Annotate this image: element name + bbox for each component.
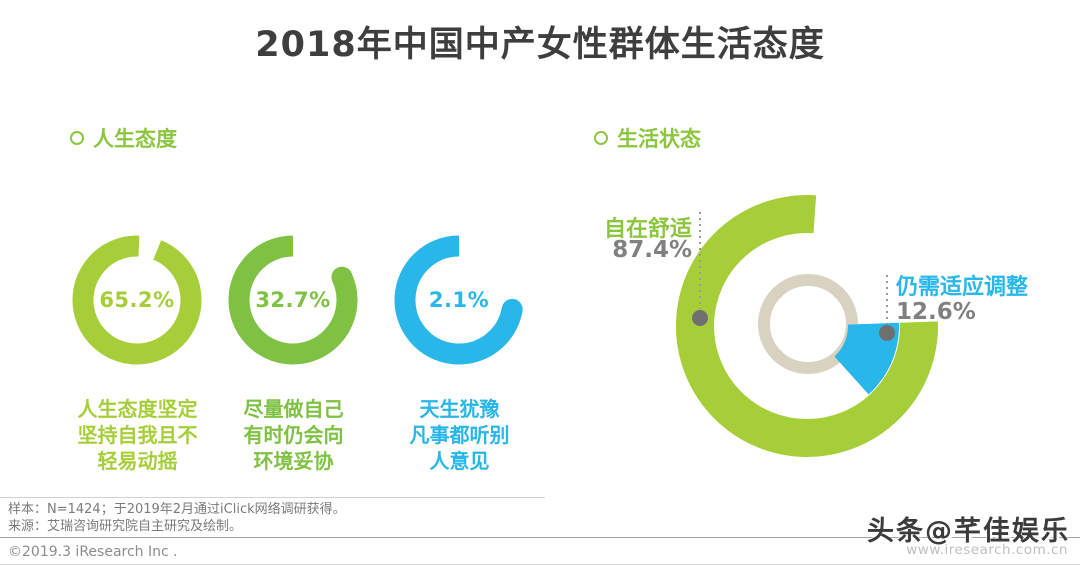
- caption-line: 天生犹豫: [419, 397, 500, 421]
- watermark-text: 头条@芊佳娱乐: [867, 516, 1070, 547]
- donut-caption-firm-attitude: 人生态度坚定 坚持自我且不 轻易动摇: [55, 396, 220, 474]
- footer-divider-line: [0, 537, 1080, 538]
- section-title-life-attitude: 人生态度: [93, 127, 177, 151]
- caption-line: 人生态度坚定: [77, 397, 198, 421]
- sample-note: 样本：N=1424；于2019年2月通过iClick网络调研获得。: [8, 502, 346, 517]
- section-header-life-status: 生活状态: [594, 123, 701, 153]
- donut-caption-compromise: 尽量做自己 有时仍会向 环境妥协: [211, 396, 376, 474]
- circle-bullet-icon: [594, 131, 608, 145]
- caption-line: 凡事都听别: [409, 423, 510, 447]
- footnote-divider-line: [0, 497, 545, 498]
- caption-line: 环境妥协: [253, 449, 334, 473]
- donut-value-compromise: 32.7%: [255, 288, 331, 312]
- source-note: 来源：艾瑞咨询研究院自主研究及绘制。: [8, 519, 243, 534]
- donut-chart-hesitant: [394, 235, 523, 365]
- website-url: www.iresearch.com.cn: [906, 542, 1068, 558]
- copyright-text: ©2019.3 iResearch Inc .: [8, 544, 178, 560]
- circle-bullet-icon: [70, 131, 84, 145]
- caption-line: 有时仍会向: [243, 423, 344, 447]
- caption-line: 坚持自我且不: [77, 423, 198, 447]
- caption-line: 轻易动摇: [97, 449, 178, 473]
- donut-value-hesitant: 2.1%: [428, 288, 490, 312]
- caption-line: 人意见: [429, 449, 490, 473]
- bottom-edge-line: [0, 564, 1080, 565]
- callout-value-comfortable: 87.4%: [612, 237, 692, 263]
- chart-title: 2018年中国中产女性群体生活态度: [255, 25, 825, 65]
- caption-line: 尽量做自己: [243, 397, 344, 421]
- big-donut-chart-life-status: [676, 195, 938, 457]
- section-header-life-attitude: 人生态度: [70, 123, 177, 153]
- callout-label-adjusting: 仍需适应调整: [896, 275, 1029, 300]
- donut-caption-hesitant: 天生犹豫 凡事都听别 人意见: [377, 396, 542, 474]
- callout-label-comfortable: 自在舒适: [603, 217, 692, 242]
- donut-value-firm-attitude: 65.2%: [99, 288, 175, 312]
- donut-chart-firm-attitude: [72, 235, 202, 365]
- callout-value-adjusting: 12.6%: [896, 299, 976, 325]
- section-title-life-status: 生活状态: [617, 127, 701, 151]
- donut-chart-compromise: [228, 235, 358, 365]
